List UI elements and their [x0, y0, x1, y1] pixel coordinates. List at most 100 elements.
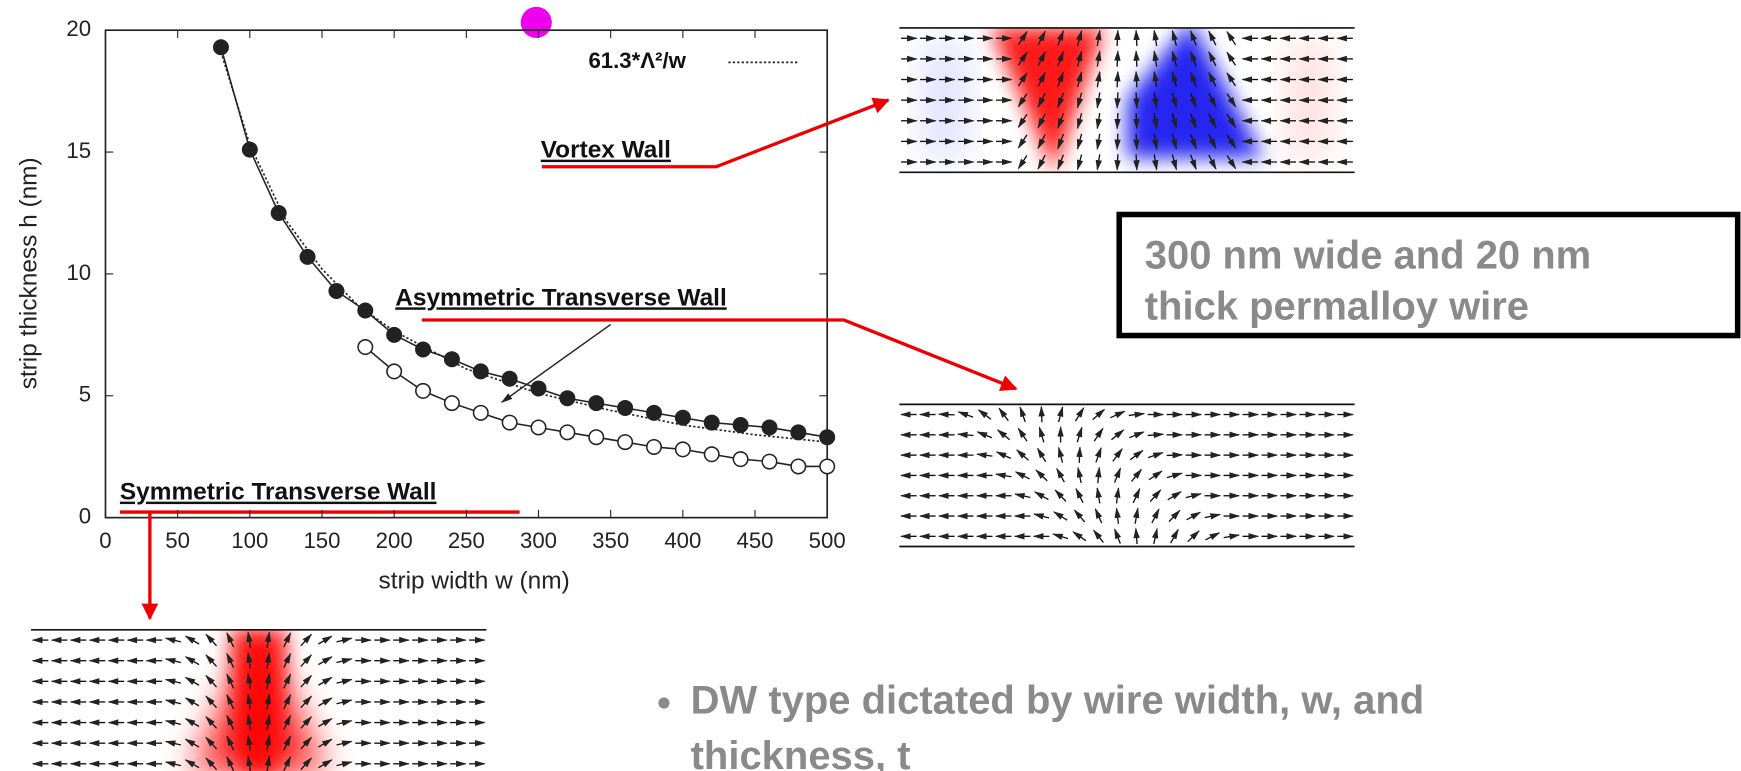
spin-arrow — [1135, 508, 1138, 523]
spin-arrow — [1154, 51, 1156, 66]
spin-arrow — [1020, 407, 1025, 422]
spin-arrow — [337, 659, 352, 663]
marker — [647, 406, 661, 420]
spin-arrow — [166, 762, 181, 766]
spin-arrow — [1130, 451, 1143, 460]
spin-arrow — [1133, 489, 1139, 503]
marker — [618, 435, 632, 449]
spin-arrow — [1036, 470, 1047, 481]
x-tick-label: 250 — [448, 528, 485, 553]
marker — [358, 340, 372, 354]
spin-arrow — [166, 700, 181, 704]
marker — [647, 440, 661, 454]
spin-arrow — [1224, 535, 1239, 538]
spin-arrow — [1117, 51, 1118, 67]
spin-arrow — [1136, 72, 1137, 88]
spin-panel — [899, 404, 1354, 546]
spin-arrow — [978, 410, 990, 419]
annotation: Vortex Wall — [541, 137, 671, 164]
spin-arrow — [1093, 409, 1105, 419]
spin-arrow — [1096, 448, 1101, 463]
marker — [560, 391, 574, 405]
spin-arrow — [999, 408, 1008, 421]
spin-arrow — [1227, 32, 1235, 45]
y-tick-label: 20 — [66, 16, 91, 41]
spin-arrow — [284, 674, 291, 688]
marker — [676, 442, 690, 456]
spin-arrow — [1018, 155, 1026, 168]
marker — [705, 447, 719, 461]
series-line — [221, 47, 827, 437]
spin-arrow — [1136, 134, 1137, 150]
x-tick-label: 300 — [520, 528, 557, 553]
spin-arrow — [1078, 468, 1081, 483]
annotation: Asymmetric Transverse Wall — [395, 284, 726, 311]
spin-arrow — [337, 762, 352, 766]
spin-arrow — [997, 452, 1011, 458]
marker — [589, 396, 603, 410]
x-tick-label: 450 — [737, 528, 774, 553]
spin-arrow — [166, 659, 181, 663]
spin-arrow — [1073, 532, 1086, 541]
spin-arrow — [337, 638, 352, 642]
spin-arrow — [1094, 428, 1103, 441]
marker — [676, 410, 690, 424]
spin-arrow — [1117, 134, 1118, 150]
spin-arrow — [227, 654, 234, 668]
spin-arrow — [1136, 154, 1137, 170]
x-tick-label: 200 — [376, 528, 413, 553]
spin-arrow — [1154, 31, 1156, 46]
annotation: Symmetric Transverse Wall — [120, 479, 437, 506]
spin-arrow — [301, 676, 312, 687]
spin-arrow — [996, 474, 1011, 477]
spin-arrow — [1129, 432, 1143, 438]
spin-arrow — [1167, 455, 1183, 456]
spin-arrow — [1205, 533, 1219, 540]
spin-arrow — [1227, 52, 1235, 65]
spin-arrow — [1110, 411, 1124, 417]
magnetization-map — [190, 630, 327, 771]
spin-arrow — [284, 654, 291, 668]
spin-arrow — [1148, 453, 1163, 458]
spin-arrow — [318, 698, 331, 706]
marker — [733, 418, 747, 432]
marker — [733, 452, 747, 466]
marker — [474, 406, 488, 420]
spin-arrow — [1136, 113, 1137, 129]
marker — [387, 364, 401, 378]
marker — [416, 384, 430, 398]
marker — [502, 415, 516, 429]
spin-arrow — [1209, 31, 1216, 45]
spin-arrow — [1038, 155, 1045, 169]
marker — [820, 459, 834, 473]
spin-arrow — [1136, 529, 1137, 544]
domain — [231, 630, 286, 771]
marker — [589, 430, 603, 444]
spin-arrow — [1116, 488, 1118, 503]
page: {"chart_data": {"type": "line", "xlabel"… — [0, 0, 1741, 771]
spin-arrow — [1078, 154, 1082, 169]
spin-arrow — [1117, 508, 1119, 523]
spin-arrow — [1097, 113, 1099, 128]
spin-arrow — [1117, 154, 1118, 170]
spin-arrow — [1094, 530, 1104, 542]
spin-arrow — [186, 719, 199, 727]
spin-arrow — [186, 677, 199, 685]
spin-arrow — [1097, 134, 1099, 149]
spin-arrow — [1227, 73, 1235, 86]
spin-arrow — [1017, 450, 1029, 460]
spin-arrow — [1074, 510, 1084, 522]
marker — [502, 371, 516, 385]
spin-arrow — [1154, 529, 1157, 544]
spin-arrow — [1035, 492, 1049, 500]
spin-arrow — [1034, 514, 1049, 518]
spin-arrow — [1169, 510, 1180, 521]
x-tick-label: 50 — [165, 528, 190, 553]
marker — [762, 420, 776, 434]
marker — [560, 425, 574, 439]
spin-arrow — [1129, 414, 1144, 416]
spin-arrow — [318, 719, 331, 727]
spin-arrow — [206, 655, 217, 666]
spin-arrow — [337, 700, 352, 704]
spin-arrow — [1059, 407, 1063, 422]
